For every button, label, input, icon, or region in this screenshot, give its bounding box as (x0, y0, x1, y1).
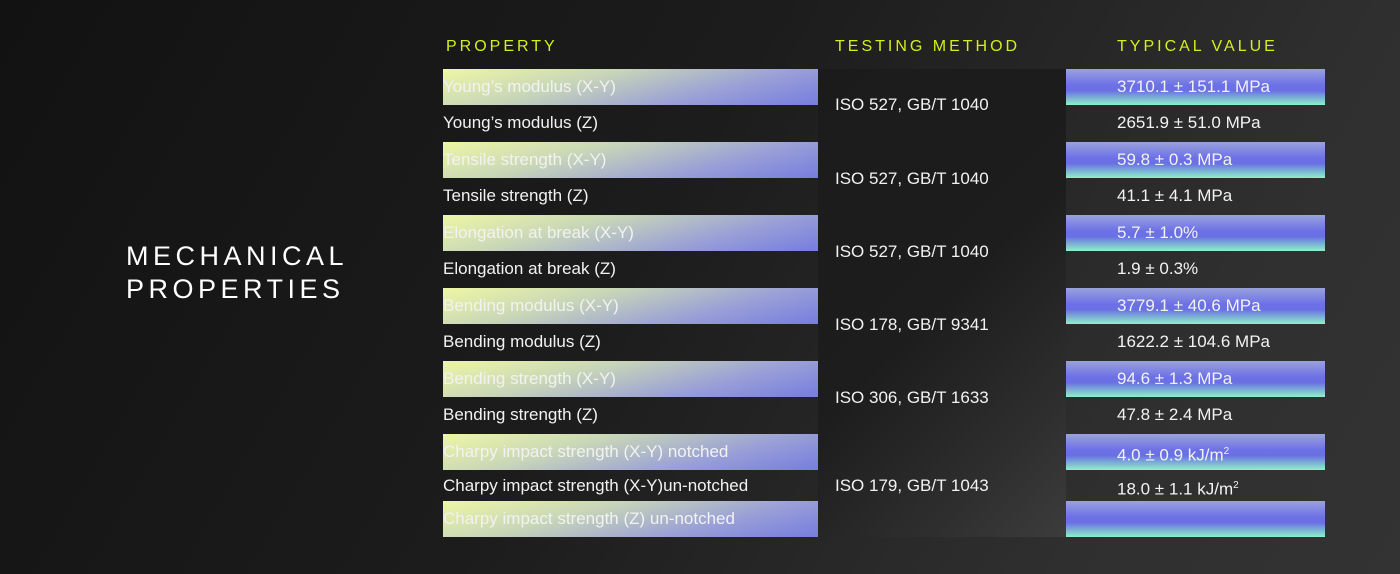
property-cell: Bending strength (X-Y) (443, 361, 818, 397)
testing-method-cell: ISO 527, GB/T 1040 (835, 169, 989, 188)
value-text: 47.8 ± 2.4 MPa (1117, 405, 1233, 424)
value-cell: 1.9 ± 0.3% (1066, 251, 1325, 287)
value-cell (1066, 501, 1325, 537)
property-cell: Tensile strength (X-Y) (443, 142, 818, 178)
value-text: 1622.2 ± 104.6 MPa (1117, 332, 1270, 351)
property-cell: Charpy impact strength (Z) un-notched (443, 501, 818, 537)
property-cell: Tensile strength (Z) (443, 186, 589, 205)
value-cell: 4.0 ± 0.9 kJ/m2 (1066, 434, 1325, 470)
testing-method-cell: ISO 527, GB/T 1040 (835, 95, 989, 114)
value-cell: 3779.1 ± 40.6 MPa (1066, 288, 1325, 324)
testing-method-cell: ISO 527, GB/T 1040 (835, 242, 989, 261)
value-cell: 47.8 ± 2.4 MPa (1066, 397, 1325, 433)
property-cell: Bending strength (Z) (443, 405, 598, 424)
value-text: 5.7 ± 1.0% (1117, 223, 1199, 242)
section-title-line: PROPERTIES (126, 274, 345, 304)
property-cell: Elongation at break (Z) (443, 259, 616, 278)
method-column-background (818, 69, 1066, 537)
property-cell: Bending modulus (X-Y) (443, 288, 818, 324)
value-text: 1.9 ± 0.3% (1117, 259, 1199, 278)
property-cell: Young’s modulus (Z) (443, 113, 598, 132)
property-cell: Charpy impact strength (X-Y) notched (443, 434, 818, 470)
value-cell: 3710.1 ± 151.1 MPa (1066, 69, 1325, 105)
testing-method-cell: ISO 306, GB/T 1633 (835, 388, 989, 407)
value-cell: 18.0 ± 1.1 kJ/m2 (1066, 468, 1325, 504)
value-cell: 94.6 ± 1.3 MPa (1066, 361, 1325, 397)
value-text: 41.1 ± 4.1 MPa (1117, 186, 1233, 205)
value-cell: 1622.2 ± 104.6 MPa (1066, 324, 1325, 360)
value-text: 59.8 ± 0.3 MPa (1117, 150, 1233, 169)
header-testing-method: TESTING METHOD (835, 38, 1021, 55)
property-cell: Elongation at break (X-Y) (443, 215, 818, 251)
header-typical-value: TYPICAL VALUE (1117, 38, 1278, 55)
section-title: MECHANICAL PROPERTIES (126, 240, 348, 306)
value-text: 3710.1 ± 151.1 MPa (1117, 77, 1270, 96)
value-text: 4.0 ± 0.9 kJ/m (1117, 445, 1224, 465)
value-text: 94.6 ± 1.3 MPa (1117, 369, 1233, 388)
value-cell: 2651.9 ± 51.0 MPa (1066, 105, 1325, 141)
value-text: 18.0 ± 1.1 kJ/m (1117, 479, 1234, 499)
property-cell: Bending modulus (Z) (443, 332, 601, 351)
value-text: 2651.9 ± 51.0 MPa (1117, 113, 1261, 132)
testing-method-cell: ISO 178, GB/T 9341 (835, 315, 989, 334)
property-cell: Young’s modulus (X-Y) (443, 69, 818, 105)
value-cell: 41.1 ± 4.1 MPa (1066, 178, 1325, 214)
property-cell: Charpy impact strength (X-Y)un-notched (443, 476, 749, 495)
superscript: 2 (1223, 446, 1230, 457)
value-text: 3779.1 ± 40.6 MPa (1117, 296, 1261, 315)
superscript: 2 (1233, 480, 1239, 491)
header-property: PROPERTY (446, 38, 558, 55)
testing-method-cell: ISO 179, GB/T 1043 (835, 476, 989, 495)
value-cell: 5.7 ± 1.0% (1066, 215, 1325, 251)
value-cell: 59.8 ± 0.3 MPa (1066, 142, 1325, 178)
section-title-line: MECHANICAL (126, 241, 349, 271)
